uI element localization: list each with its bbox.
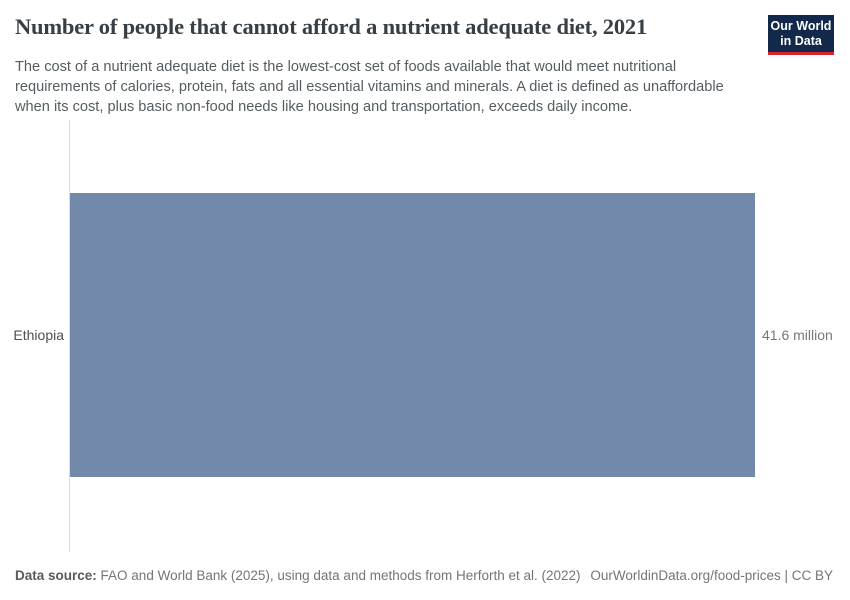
data-source-label: Data source:	[15, 568, 97, 583]
owid-logo-line2: in Data	[780, 33, 822, 48]
credit-link[interactable]: OurWorldinData.org/food-prices | CC BY	[590, 568, 833, 583]
owid-logo-line1: Our World	[770, 18, 832, 33]
data-source-text: FAO and World Bank (2025), using data an…	[100, 568, 581, 583]
data-source-line: Data source: FAO and World Bank (2025), …	[15, 568, 581, 583]
chart-title: Number of people that cannot afford a nu…	[15, 14, 647, 39]
bar-ethiopia[interactable]	[70, 193, 755, 477]
value-label: 41.6 million	[762, 327, 833, 343]
y-axis-line	[69, 120, 70, 552]
chart-subtitle: The cost of a nutrient adequate diet is …	[15, 59, 724, 115]
entity-label: Ethiopia	[13, 327, 64, 343]
owid-logo[interactable]: Our World in Data	[768, 15, 834, 55]
